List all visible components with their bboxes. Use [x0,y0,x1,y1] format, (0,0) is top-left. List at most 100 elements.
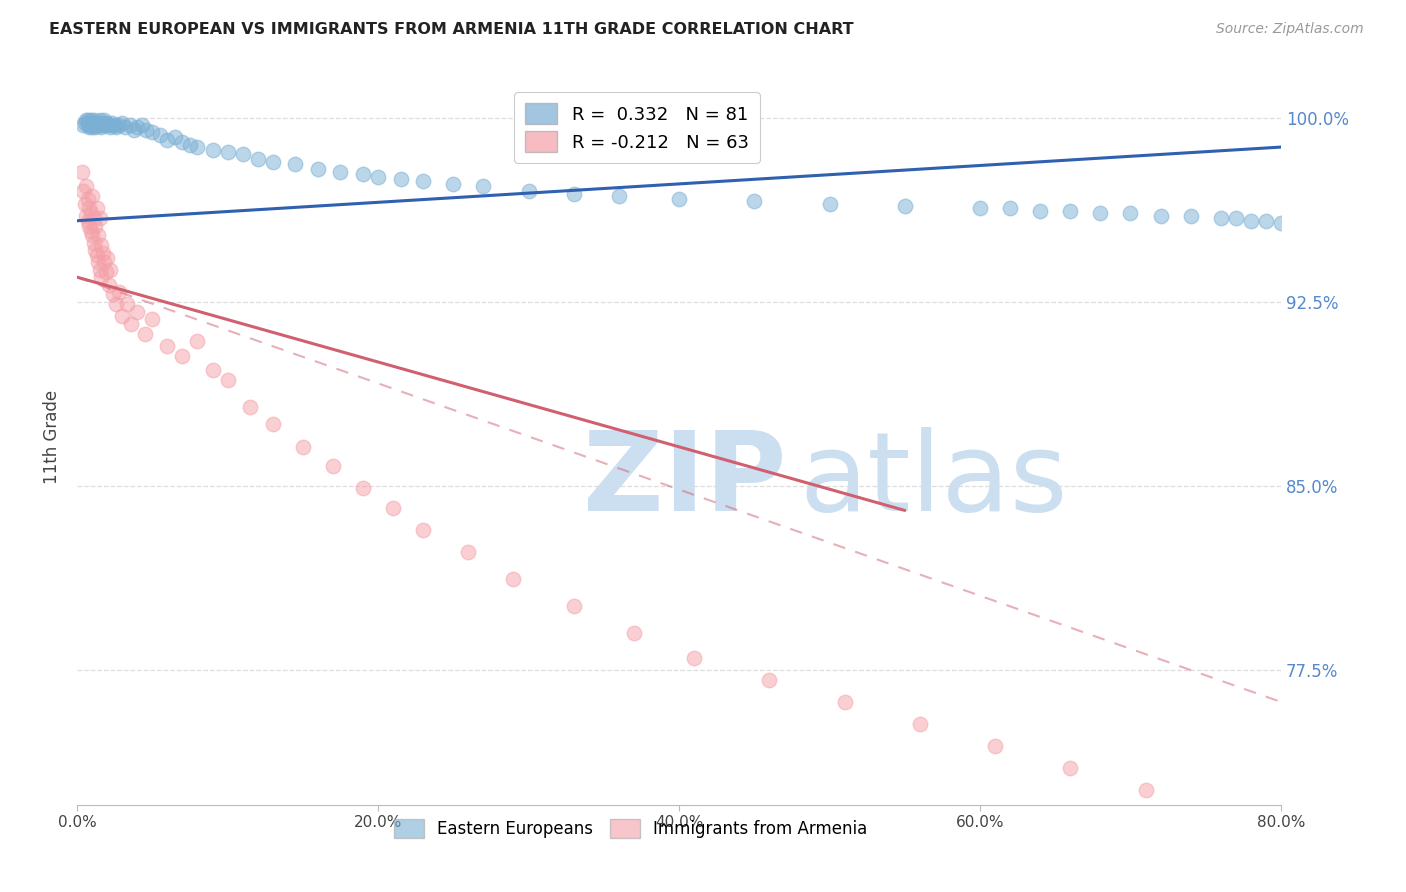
Point [93,255,115,269]
Point [94,265,117,279]
Point [79,118,101,132]
Point [105,297,128,311]
Point [262,154,284,169]
Point [82,120,104,135]
Point [103,287,125,301]
Point [201,363,224,377]
Point [111,310,134,324]
Point [668,192,690,206]
Point [94,118,117,132]
Point [1225,211,1247,226]
Point [97,277,120,292]
Point [1135,783,1157,797]
Point [93,115,115,129]
Point [141,312,163,326]
Point [893,199,915,213]
Point [97,118,120,132]
Point [124,123,146,137]
Point [82,228,104,243]
Point [79,223,101,237]
Point [83,113,105,128]
Point [217,373,239,387]
Point [89,262,111,277]
Point [908,717,931,731]
Point [1090,206,1112,220]
Point [322,459,344,474]
Point [239,401,262,415]
Point [291,440,314,454]
Point [77,115,100,129]
Point [84,120,107,135]
Point [72,184,94,198]
Point [90,270,112,285]
Point [623,626,645,640]
Point [77,219,100,233]
Text: EASTERN EUROPEAN VS IMMIGRANTS FROM ARMENIA 11TH GRADE CORRELATION CHART: EASTERN EUROPEAN VS IMMIGRANTS FROM ARME… [49,22,853,37]
Point [172,135,194,149]
Point [77,120,100,135]
Point [79,113,101,128]
Point [89,113,111,128]
Point [834,695,856,709]
Text: atlas: atlas [800,427,1069,534]
Point [86,118,108,132]
Point [82,115,104,129]
Point [562,599,585,614]
Point [89,118,111,132]
Point [87,255,110,269]
Point [75,113,97,128]
Point [284,157,307,171]
Point [382,500,405,515]
Point [104,118,127,132]
Text: Source: ZipAtlas.com: Source: ZipAtlas.com [1216,22,1364,37]
Point [217,145,239,159]
Point [742,194,765,208]
Point [93,113,115,128]
Point [73,115,96,129]
Point [441,177,464,191]
Point [100,115,122,129]
Point [367,169,389,184]
Point [86,202,108,216]
Point [127,304,149,318]
Point [457,545,479,559]
Point [389,172,412,186]
Point [87,115,110,129]
Point [131,118,153,132]
Point [758,673,780,687]
Point [135,123,157,137]
Point [76,113,98,128]
Point [72,118,94,132]
Point [90,238,112,252]
Point [89,211,111,226]
Point [83,211,105,226]
Point [84,115,107,129]
Point [262,417,284,432]
Point [307,162,329,177]
Point [77,202,100,216]
Point [172,349,194,363]
Point [79,206,101,220]
Point [607,189,630,203]
Point [1119,206,1142,220]
Y-axis label: 11th Grade: 11th Grade [44,390,60,483]
Point [412,174,434,188]
Point [111,115,134,129]
Point [108,118,131,132]
Point [134,326,156,341]
Point [76,192,98,206]
Point [108,285,131,299]
Point [502,572,524,586]
Point [70,164,93,178]
Point [969,202,991,216]
Point [91,118,114,132]
Point [83,118,105,132]
Point [83,235,105,250]
Point [179,137,201,152]
Point [118,118,141,132]
Point [91,245,114,260]
Point [156,133,179,147]
Point [1240,213,1263,227]
Point [329,164,352,178]
Point [352,481,374,495]
